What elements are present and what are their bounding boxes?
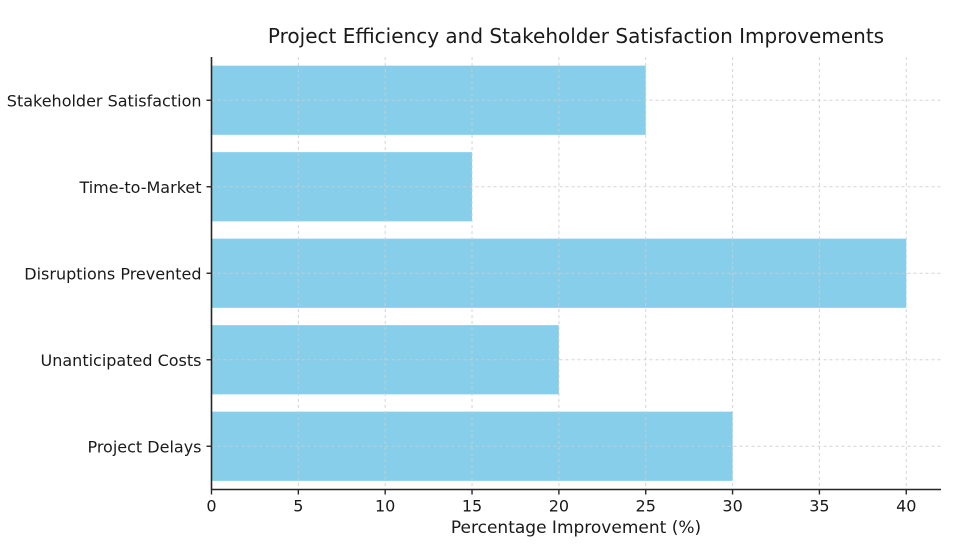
x-tick-label: 30 [722, 497, 742, 516]
x-tick-label: 5 [293, 497, 303, 516]
labels-layer: 0 5 10 15 20 25 30 35 40 Stakeholder Satisfaction… [7, 91, 917, 515]
x-tick-label: 25 [636, 497, 656, 516]
axes-layer [206, 57, 941, 495]
x-tick-label: 0 [206, 497, 216, 516]
x-tick-label: 20 [549, 497, 569, 516]
y-tick-label: Disruptions Prevented [24, 264, 201, 283]
y-tick-label: Project Delays [87, 437, 201, 456]
chart-title: Project Efficiency and Stakeholder Satis… [268, 24, 884, 48]
y-tick-label: Stakeholder Satisfaction [7, 91, 202, 110]
x-tick-label: 15 [462, 497, 482, 516]
x-tick-label: 10 [375, 497, 395, 516]
y-tick-label: Time-to-Market [78, 178, 201, 197]
x-tick-label: 40 [896, 497, 916, 516]
x-axis-label: Percentage Improvement (%) [451, 518, 701, 538]
y-tick-label: Unanticipated Costs [41, 351, 202, 370]
bar [211, 152, 473, 222]
x-tick-label: 35 [809, 497, 829, 516]
grid-layer [211, 57, 941, 490]
